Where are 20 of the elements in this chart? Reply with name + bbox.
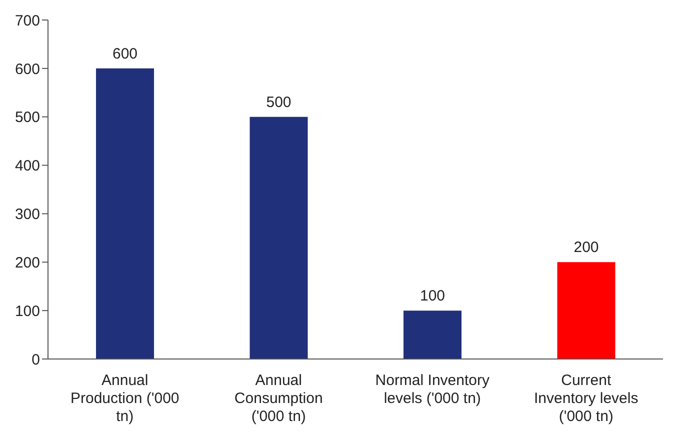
y-tick-label: 300 — [14, 206, 40, 224]
x-tick-label: Annual Consumption ('000 tn) — [234, 372, 323, 425]
y-tick-label: 200 — [14, 254, 40, 272]
x-tick-label: Normal Inventory levels ('000 tn) — [375, 372, 490, 407]
y-tick-label: 700 — [14, 12, 40, 30]
y-tick-label: 100 — [14, 302, 40, 320]
bar — [250, 116, 308, 359]
data-label: 500 — [266, 94, 292, 111]
bar — [557, 262, 616, 359]
y-tick-label: 400 — [14, 158, 40, 175]
bar — [404, 310, 462, 359]
data-label: 200 — [574, 239, 599, 256]
data-label: 100 — [420, 288, 446, 305]
data-label: 600 — [112, 45, 138, 62]
bar — [96, 68, 154, 359]
y-tick-label: 500 — [14, 109, 40, 126]
x-tick-label: Annual Production ('000 tn) — [70, 372, 180, 425]
y-tick-label: 0 — [32, 351, 40, 368]
x-tick-label: Current Inventory levels ('000 tn) — [534, 372, 638, 425]
y-tick-label: 600 — [14, 60, 40, 78]
